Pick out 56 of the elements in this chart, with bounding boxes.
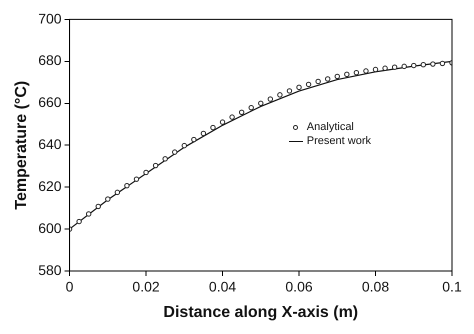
point — [162, 156, 168, 162]
point — [440, 60, 446, 66]
point — [296, 84, 302, 90]
point — [277, 92, 283, 98]
point — [238, 110, 244, 115]
point — [76, 218, 82, 224]
point — [200, 130, 206, 136]
y-tick-label: 580 — [38, 262, 62, 278]
point — [411, 62, 416, 68]
point — [363, 68, 369, 74]
y-tick-label: 640 — [38, 136, 62, 152]
point — [392, 64, 398, 70]
y-tick-label: 660 — [38, 94, 62, 110]
y-tick-label: 680 — [38, 52, 62, 68]
point — [210, 124, 216, 130]
point — [229, 114, 235, 120]
point — [286, 88, 292, 94]
point — [306, 82, 312, 88]
point — [315, 78, 321, 84]
point — [105, 196, 111, 202]
point — [382, 66, 388, 71]
y-tick-label: 700 — [38, 10, 62, 26]
point — [172, 149, 178, 155]
x-tick-label: 0.04 — [208, 278, 236, 294]
point — [152, 162, 158, 168]
point — [268, 96, 274, 102]
point — [420, 62, 426, 68]
point — [401, 64, 407, 70]
point — [182, 142, 187, 148]
point — [344, 72, 350, 78]
point — [124, 182, 130, 188]
legend-label: Analytical — [306, 120, 354, 134]
x-tick-label: 0.06 — [285, 278, 313, 294]
point — [372, 66, 378, 72]
point — [86, 211, 92, 217]
point — [248, 104, 254, 110]
y-tick-label: 620 — [38, 178, 62, 194]
y-tick-label: 600 — [38, 220, 62, 236]
point — [114, 190, 120, 196]
point — [325, 76, 330, 82]
x-tick-label: 0 — [66, 278, 74, 294]
point — [220, 119, 226, 125]
x-axis-title: Distance along X-axis (m) — [163, 304, 358, 321]
point — [96, 204, 101, 210]
y-axis-title: Temperature (°C) — [13, 80, 30, 210]
x-tick-label: 0.08 — [362, 278, 390, 294]
point — [191, 136, 197, 142]
point — [134, 176, 140, 182]
point — [354, 70, 360, 76]
point — [430, 61, 436, 67]
point — [334, 74, 340, 80]
legend-label: Present work — [306, 134, 371, 148]
x-tick-label: 0.1 — [442, 278, 462, 294]
point — [143, 170, 149, 176]
point — [258, 100, 264, 106]
x-tick-label: 0.02 — [132, 278, 160, 294]
